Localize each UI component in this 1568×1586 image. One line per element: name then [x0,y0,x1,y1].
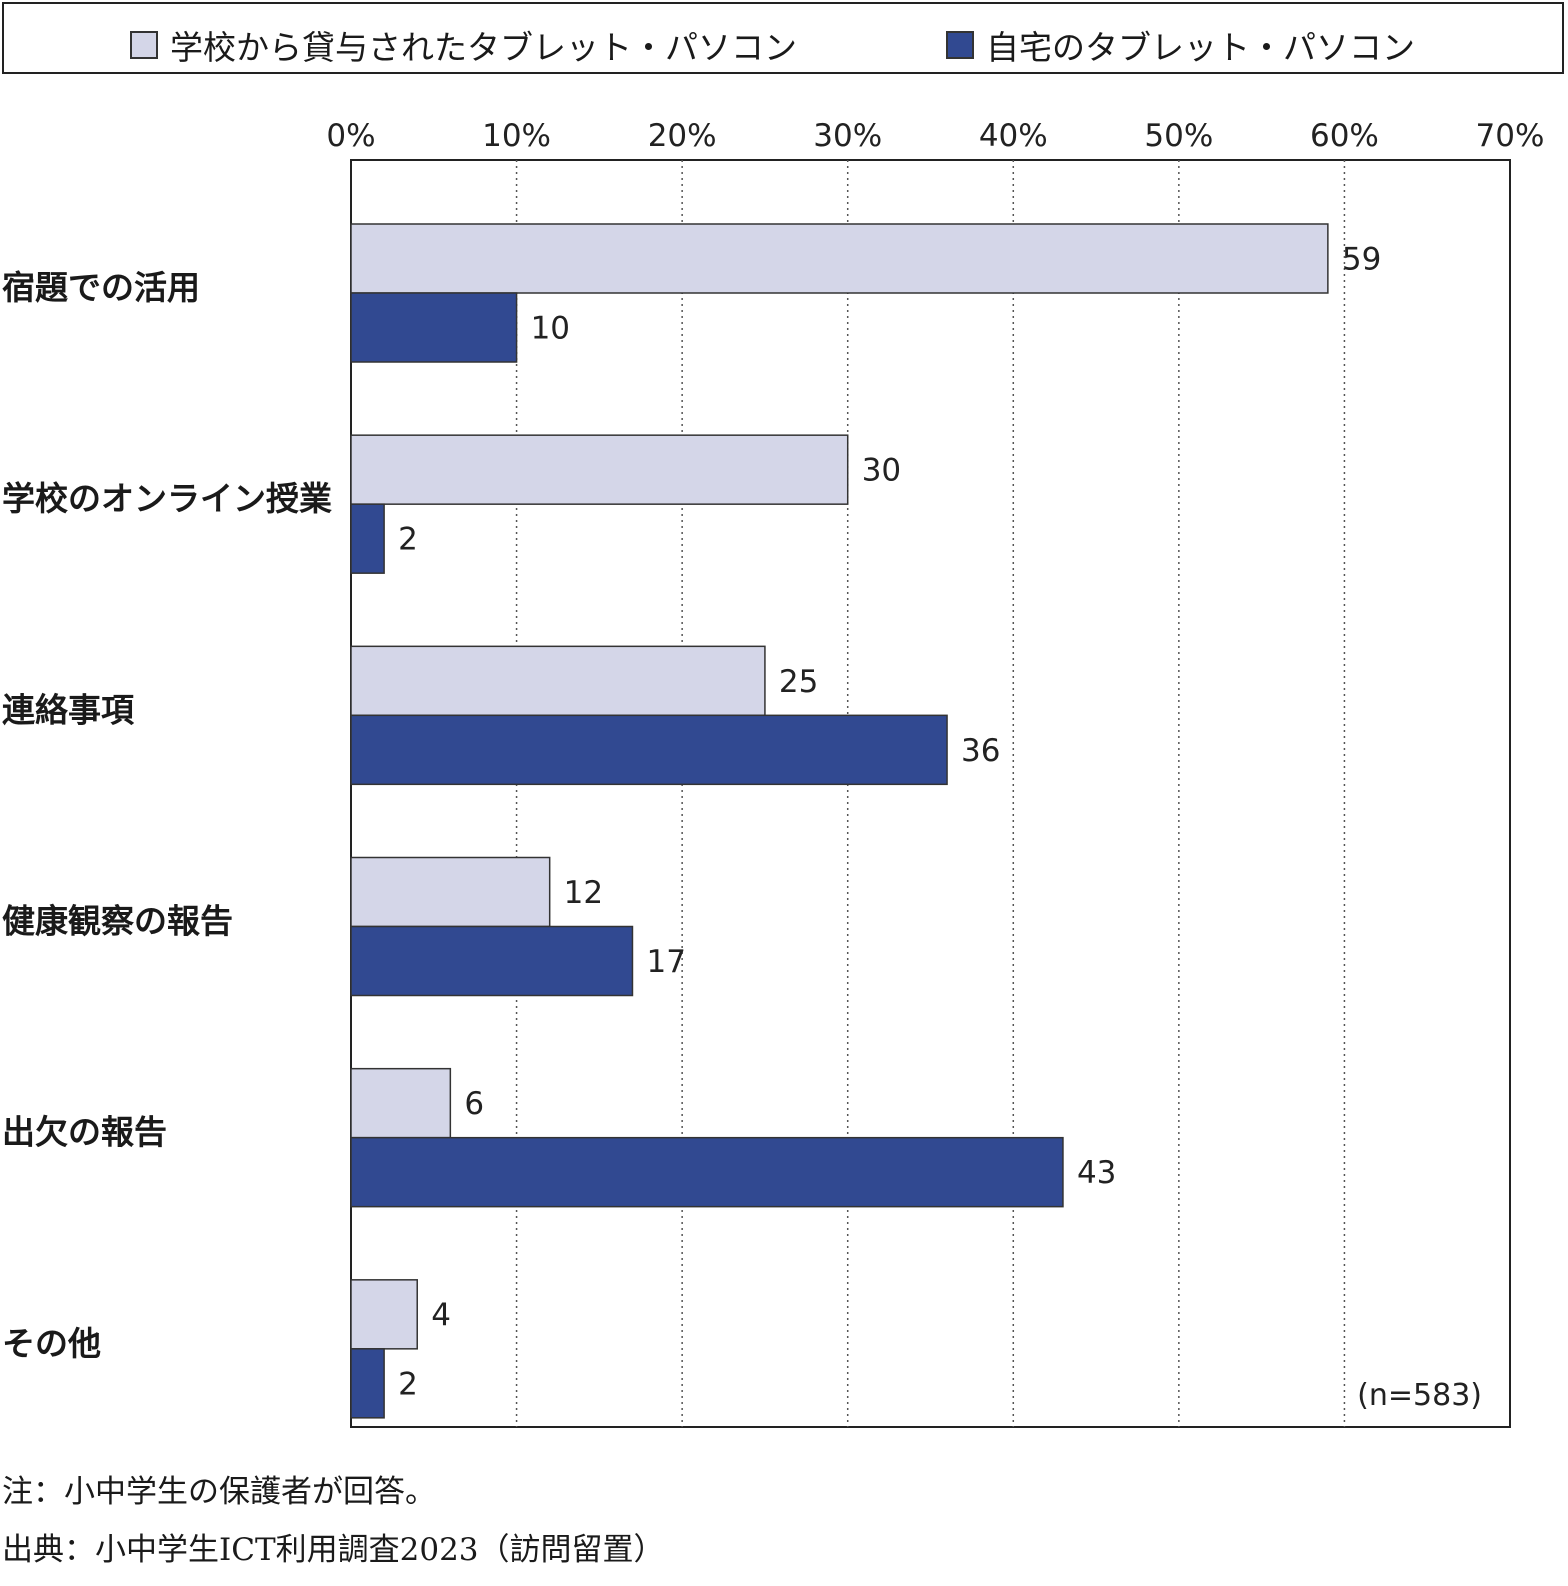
x-tick-label: 50% [1144,118,1213,154]
category-label: 宿題での活用 [2,268,200,307]
bar-chart: 0% 10% 20% 30% 40% 50% 60% 70% 宿題での活用 59 10 学校のオンライ… [2,118,1545,1428]
bar [350,714,948,786]
bar [350,292,518,363]
data-label: 36 [961,733,1000,769]
data-label: 6 [464,1086,484,1122]
legend-label-home: 自宅のタブレット・パソコン [986,28,1415,67]
legend-swatch-home [946,31,974,59]
data-label: 12 [564,875,603,911]
category-label: その他 [2,1324,101,1363]
bar [350,1067,452,1139]
category-label: 出欠の報告 [2,1113,167,1152]
category-label: 健康観察の報告 [2,902,233,941]
x-tick-label: 0% [326,118,375,154]
data-label: 59 [1342,242,1381,278]
data-label: 4 [431,1297,451,1333]
data-label: 43 [1077,1155,1116,1191]
data-label: 10 [531,311,570,347]
bar [350,645,766,717]
x-tick-label: 20% [648,118,717,154]
x-tick-label: 40% [979,118,1048,154]
bar [350,1279,418,1350]
legend-item-school-device: 学校から貸与されたタブレット・パソコン [130,21,797,69]
note-text: 注：小中学生の保護者が回答。 [2,1474,436,1510]
data-label: 2 [398,522,418,558]
legend-label-school: 学校から貸与されたタブレット・パソコン [170,28,797,67]
legend-item-home-device: 自宅のタブレット・パソコン [946,21,1415,69]
category-label: 連絡事項 [2,690,135,729]
bar [350,223,1329,294]
data-label: 2 [398,1366,418,1402]
bar [350,925,634,997]
x-tick-label: 30% [813,118,882,154]
x-tick-label: 60% [1310,118,1379,154]
legend: 学校から貸与されたタブレット・パソコン 自宅のタブレット・パソコン [2,2,1564,74]
data-label: 30 [862,453,901,489]
x-tick-label: 70% [1476,118,1545,154]
category-label: 学校のオンライン授業 [2,479,332,518]
bar [350,434,849,505]
bar [350,856,551,928]
bar [350,503,385,574]
legend-swatch-school [130,31,158,59]
x-tick-label: 10% [482,118,551,154]
data-label: 17 [646,944,685,980]
source-text: 出典：小中学生ICT利用調査2023（訪問留置） [2,1532,665,1568]
sample-size-annotation: (n=583) [1357,1378,1482,1413]
bar [350,1348,385,1419]
plot-area [350,159,1511,1428]
data-label: 25 [779,664,818,700]
bar [350,1136,1064,1208]
